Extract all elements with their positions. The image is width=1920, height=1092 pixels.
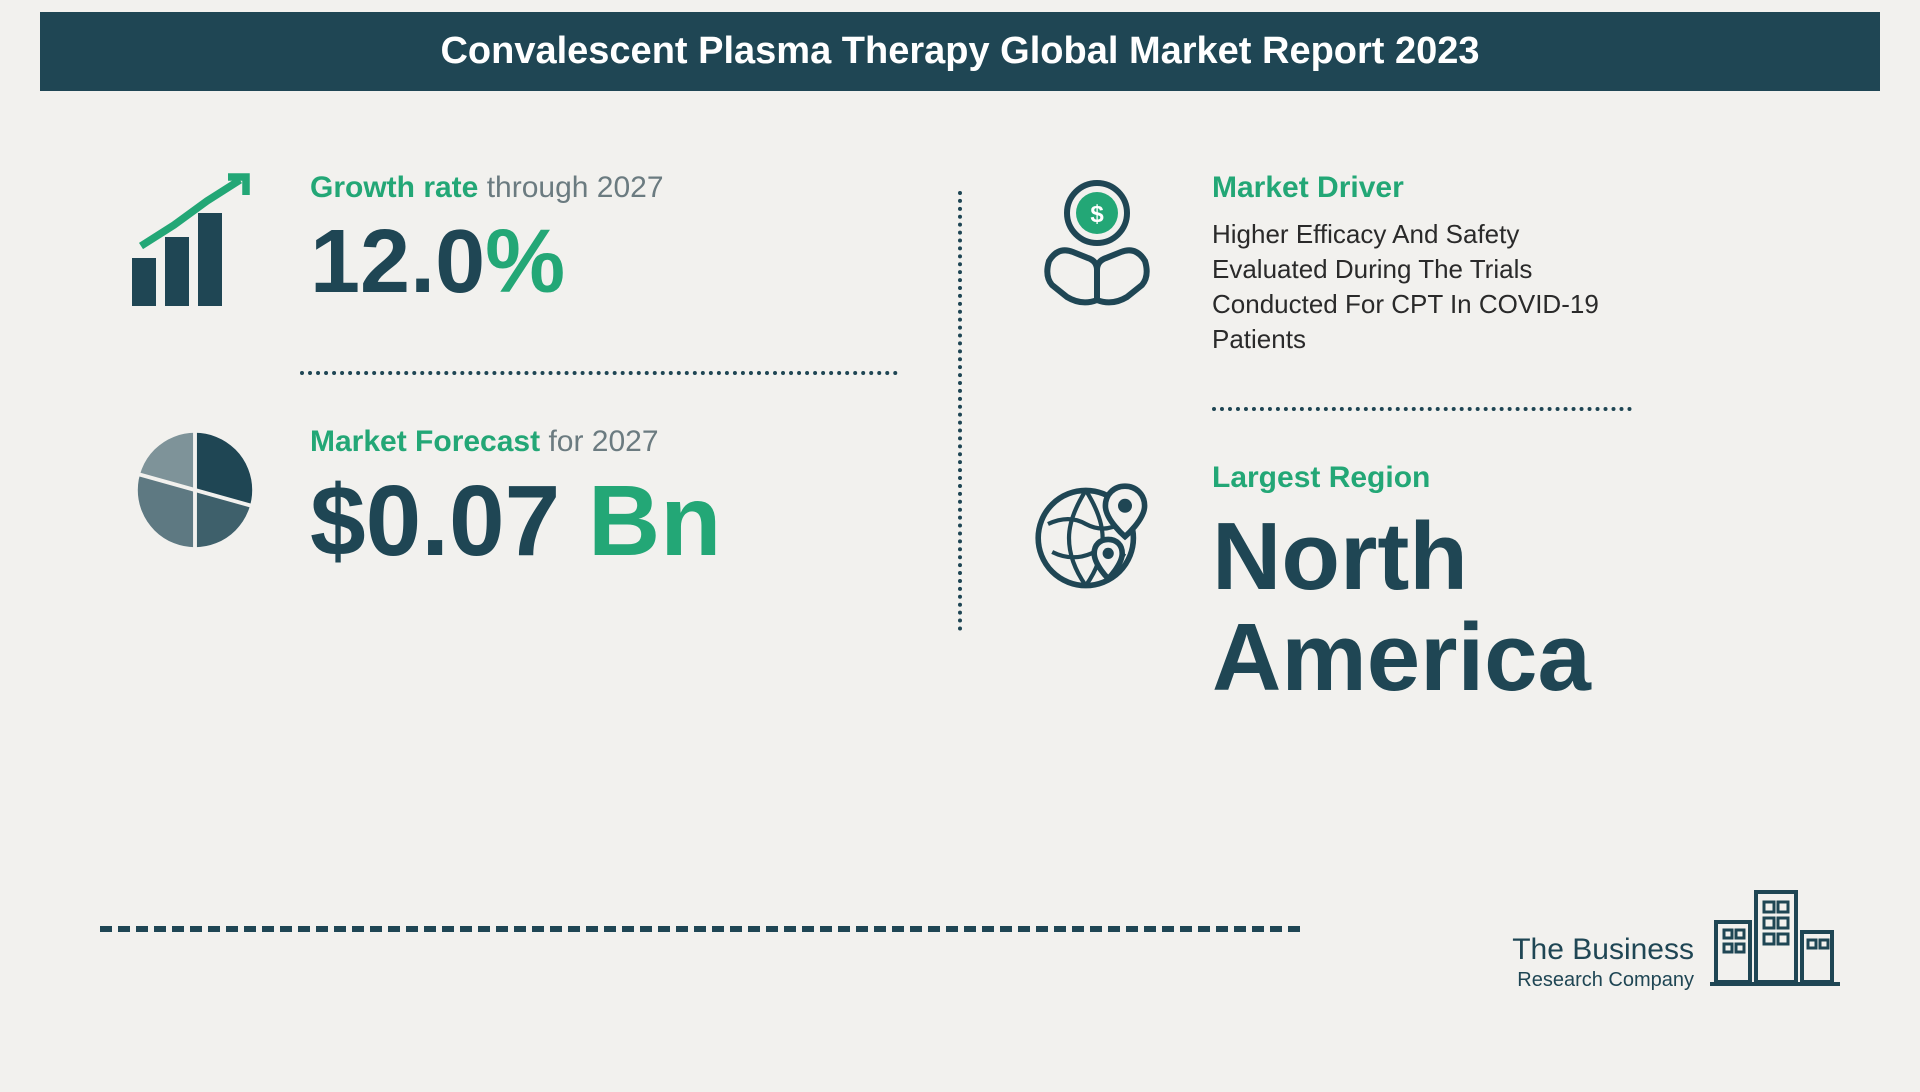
hands-coin-icon: $ [1022,171,1172,321]
growth-text: Growth rate through 2027 12.0% [310,171,898,307]
content-grid: Growth rate through 2027 12.0% [0,91,1920,749]
vertical-divider [958,191,962,631]
company-logo: The Business Research Company [1512,872,1840,992]
region-section: Largest Region North America [1022,461,1800,709]
buildings-icon [1710,872,1840,992]
report-title: Convalescent Plasma Therapy Global Marke… [440,30,1479,72]
logo-text: The Business Research Company [1512,932,1694,992]
right-column: $ Market Driver Higher Efficacy And Safe… [1022,171,1800,709]
forecast-text: Market Forecast for 2027 $0.07 Bn [310,425,898,571]
forecast-value: $0.07 Bn [310,471,898,571]
region-value: North America [1212,507,1800,709]
pie-chart-icon [120,425,270,555]
growth-label: Growth rate through 2027 [310,171,898,205]
region-text-box: Largest Region North America [1212,461,1800,709]
forecast-label: Market Forecast for 2027 [310,425,898,459]
divider-dotted-right [1212,407,1632,411]
growth-value: 12.0% [310,217,898,307]
globe-pin-icon [1022,461,1172,601]
region-label: Largest Region [1212,461,1800,495]
growth-section: Growth rate through 2027 12.0% [120,171,898,321]
left-column: Growth rate through 2027 12.0% [120,171,898,709]
report-title-bar: Convalescent Plasma Therapy Global Marke… [40,12,1880,91]
driver-description: Higher Efficacy And Safety Evaluated Dur… [1212,217,1632,357]
driver-label: Market Driver [1212,171,1800,205]
growth-chart-icon [120,171,270,321]
driver-text-box: Market Driver Higher Efficacy And Safety… [1212,171,1800,357]
driver-section: $ Market Driver Higher Efficacy And Safe… [1022,171,1800,357]
bottom-dashed-line [100,926,1300,932]
forecast-section: Market Forecast for 2027 $0.07 Bn [120,425,898,571]
svg-text:$: $ [1090,201,1104,228]
divider-dotted [300,371,898,375]
